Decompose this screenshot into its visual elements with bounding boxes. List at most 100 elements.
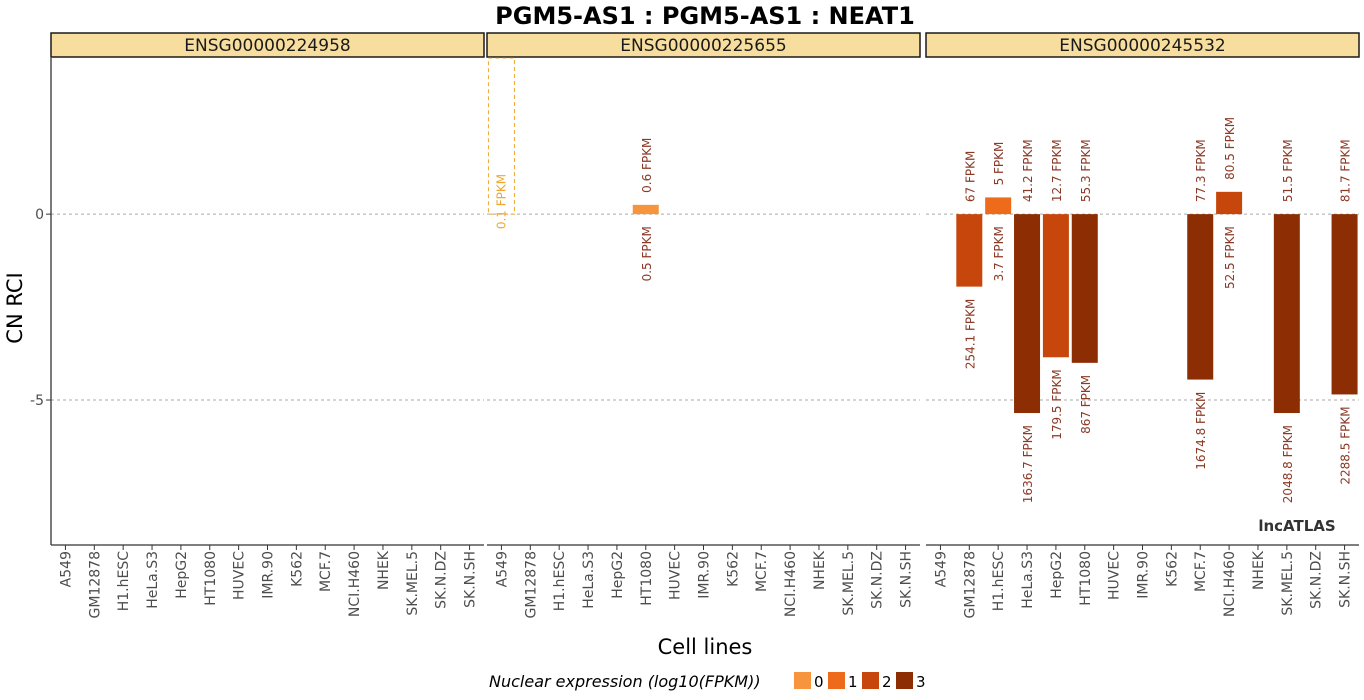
x-tick-label: HeLa.S3	[1020, 551, 1036, 609]
legend-swatch	[794, 672, 811, 689]
bar-label-bottom: 0.5 FPKM	[640, 226, 654, 281]
x-tick-label: HepG2	[174, 551, 190, 599]
bar	[956, 214, 983, 287]
bar-label-top: 0.6 FPKM	[640, 138, 654, 193]
x-tick-label: SK.N.SH	[1338, 551, 1354, 608]
bar-label-top: 77.3 FPKM	[1194, 139, 1208, 202]
bar-label-bottom: 1674.8 FPKM	[1194, 392, 1208, 470]
x-tick-label: HUVEC	[1107, 551, 1123, 600]
y-axis-title: CN RCI	[3, 272, 27, 343]
lncatlas-watermark: lncATLAS	[1258, 517, 1335, 535]
bar-label-bottom: 52.5 FPKM	[1223, 226, 1237, 289]
panel-strip	[925, 32, 1360, 58]
panel-strip-label: ENSG00000224958	[184, 36, 350, 56]
panel-ensg00000225655: ENSG00000225655 A549 GM12878 H1.hESC HeLa.S3…	[486, 32, 921, 618]
x-tick-label: GM12878	[962, 551, 978, 618]
bar-label: 0.1 FPKM	[494, 174, 508, 229]
panel-ensg00000245532: ENSG00000245532 A549 GM12878 H1.hESC HeLa.S3…	[925, 32, 1360, 618]
x-tick-label: NHEK	[812, 550, 828, 590]
x-tick-label: SK.N.DZ	[1309, 551, 1325, 609]
x-tick-label: HT1080	[639, 551, 655, 606]
bar-label-top: 81.7 FPKM	[1339, 139, 1353, 202]
x-tick-label: GM12878	[523, 551, 539, 618]
bar-label-top: 5 FPKM	[992, 142, 1006, 186]
bar	[632, 204, 659, 215]
x-tick-label: HUVEC	[232, 551, 248, 600]
legend-key-label: 0	[814, 673, 824, 691]
x-tick-label: SK.N.SH	[899, 551, 915, 608]
panel-strip-label: ENSG00000225655	[620, 36, 786, 56]
x-tick-label: H1.hESC	[991, 551, 1007, 611]
bar	[1216, 191, 1243, 215]
x-tick-label: K562	[289, 551, 305, 587]
x-tick-label: HT1080	[203, 551, 219, 606]
chart-title: PGM5-AS1 : PGM5-AS1 : NEAT1	[495, 2, 915, 30]
y-tick-label: 0	[35, 207, 44, 223]
panel-ensg00000224958: ENSG00000224958 A549 GM12878 H1.hESC HeLa.S3…	[50, 32, 485, 618]
x-tick-label: H1.hESC	[552, 551, 568, 611]
x-tick-label: SK.N.DZ	[870, 551, 886, 609]
x-tick-label: GM12878	[87, 551, 103, 618]
x-axis-title: Cell lines	[658, 635, 753, 659]
x-tick-label: HUVEC	[668, 551, 684, 600]
x-tick-label: MCF.7	[754, 551, 770, 592]
legend-title: Nuclear expression (log10(FPKM))	[489, 672, 761, 691]
x-tick-label: NCI.H460	[347, 551, 363, 617]
x-tick-label: IMR.90	[261, 551, 277, 599]
x-tick-label: SK.MEL.5	[405, 551, 421, 616]
x-tick-label: HepG2	[1049, 551, 1065, 599]
x-tick-label: HT1080	[1078, 551, 1094, 606]
legend-key-label: 3	[916, 673, 926, 691]
bar-label-top: 55.3 FPKM	[1079, 139, 1093, 202]
x-tick-label: NCI.H460	[1222, 551, 1238, 617]
x-tick-label: NHEK	[376, 550, 392, 590]
bar-label-top: 41.2 FPKM	[1021, 139, 1035, 202]
x-tick-label: IMR.90	[697, 551, 713, 599]
x-tick-label: SK.MEL.5	[841, 551, 857, 616]
bar-label-bottom: 3.7 FPKM	[992, 226, 1006, 281]
panel-strip	[486, 32, 921, 58]
bar-label-top: 80.5 FPKM	[1223, 117, 1237, 180]
x-tick-label: SK.N.SH	[463, 551, 479, 608]
bar-label-bottom: 1636.7 FPKM	[1021, 425, 1035, 503]
x-tick-label: K562	[1164, 551, 1180, 587]
panel-strip	[50, 32, 485, 58]
legend-key-label: 2	[882, 673, 892, 691]
bar	[1071, 214, 1098, 363]
x-tick-label: IMR.90	[1136, 551, 1152, 599]
x-tick-label: HeLa.S3	[581, 551, 597, 609]
bar-label-top: 67 FPKM	[963, 151, 977, 202]
x-tick-label: MCF.7	[1193, 551, 1209, 592]
x-tick-label: A549	[933, 551, 949, 587]
legend-swatch	[896, 672, 913, 689]
bar	[1042, 214, 1069, 358]
bar	[1187, 214, 1214, 380]
legend: Nuclear expression (log10(FPKM)) 0 1 2 3	[489, 672, 926, 691]
bar-label-bottom: 254.1 FPKM	[963, 299, 977, 370]
x-tick-label: K562	[725, 551, 741, 587]
x-tick-label: SK.MEL.5	[1280, 551, 1296, 616]
bar-label-top: 51.5 FPKM	[1281, 139, 1295, 202]
y-tick-label: -5	[30, 393, 44, 409]
x-tick-label: HepG2	[610, 551, 626, 599]
bar-label-bottom: 2048.8 FPKM	[1281, 425, 1295, 503]
legend-swatch	[862, 672, 879, 689]
bar-label-top: 12.7 FPKM	[1050, 139, 1064, 202]
x-tick-label: HeLa.S3	[145, 551, 161, 609]
bar	[1014, 214, 1041, 414]
bar	[985, 197, 1012, 215]
x-tick-label: A549	[58, 551, 74, 587]
bar	[1331, 214, 1358, 395]
bar-label-bottom: 867 FPKM	[1079, 375, 1093, 434]
x-tick-label: NCI.H460	[783, 551, 799, 617]
legend-swatch	[828, 672, 845, 689]
bar	[1273, 214, 1300, 414]
bar-label-bottom: 2288.5 FPKM	[1339, 406, 1353, 484]
x-tick-label: H1.hESC	[116, 551, 132, 611]
x-tick-label: NHEK	[1251, 550, 1267, 590]
bar-label-bottom: 179.5 FPKM	[1050, 369, 1064, 440]
panel-strip-label: ENSG00000245532	[1059, 36, 1225, 56]
x-tick-label: SK.N.DZ	[434, 551, 450, 609]
x-tick-label: MCF.7	[318, 551, 334, 592]
